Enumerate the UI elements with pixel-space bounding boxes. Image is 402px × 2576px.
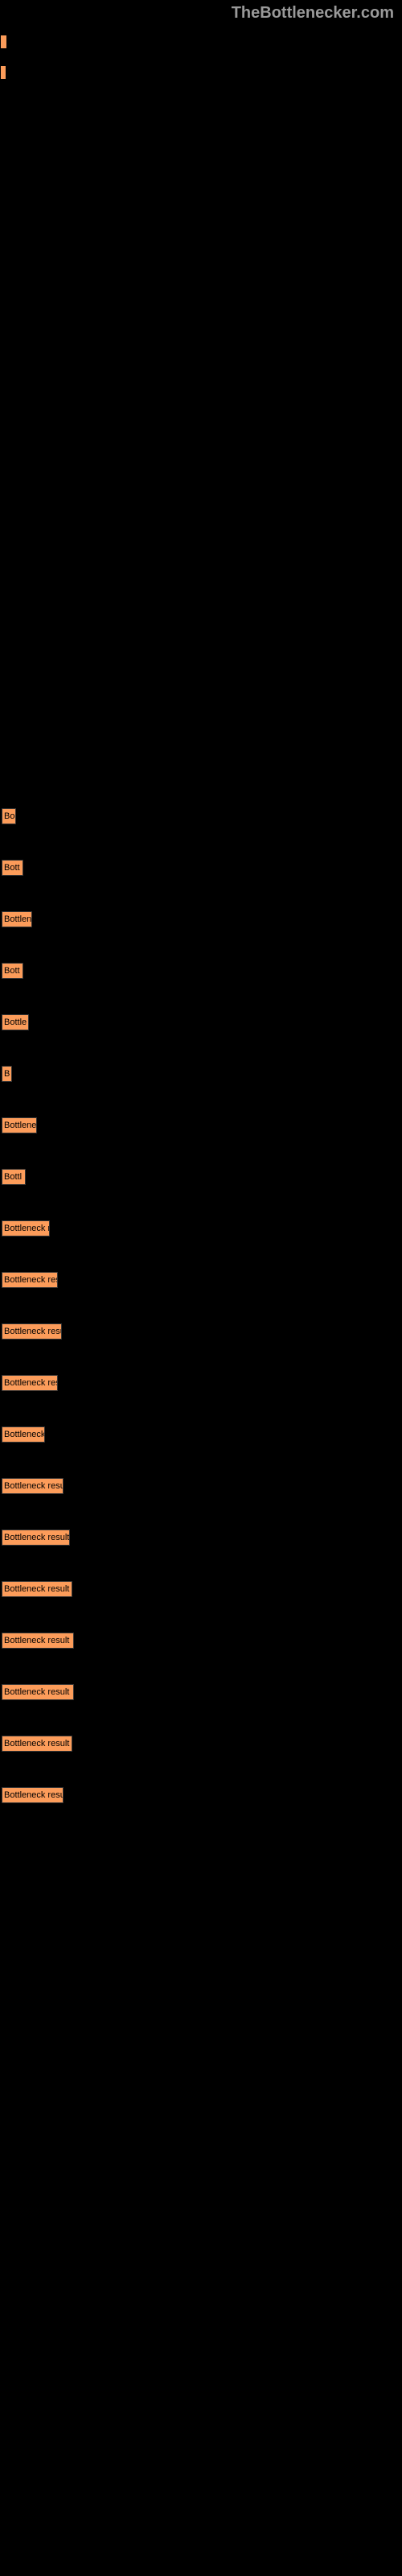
result-bar: Bottleneck resu <box>2 1787 64 1803</box>
result-bar-container: Bottleneck result <box>2 1581 402 1597</box>
result-bar-container: Bottleneck resu <box>2 1787 402 1803</box>
result-bar: Bottleneck <box>2 1426 45 1443</box>
result-bar: Bottleneck res <box>2 1272 58 1288</box>
results-section: Bo Bott Bottlen Bott Bottle B Bottlene Bottl Bot… <box>0 808 402 1803</box>
result-bar: Bottleneck r <box>2 1220 50 1236</box>
result-bar: Bottleneck result <box>2 1581 72 1597</box>
result-bar: Bottleneck resu <box>2 1478 64 1494</box>
result-bar: Bottleneck result <box>2 1633 74 1649</box>
result-bar-container: Bo <box>2 808 402 824</box>
result-bar-container: Bott <box>2 860 402 876</box>
result-bar: Bottle <box>2 1014 29 1030</box>
result-bar-container: Bottleneck result <box>2 1736 402 1752</box>
top-bar-2 <box>0 65 6 80</box>
result-bar: B <box>2 1066 12 1082</box>
result-bar-container: Bottleneck result <box>2 1684 402 1700</box>
result-bar: Bottleneck result <box>2 1530 70 1546</box>
result-bar: Bott <box>2 963 23 979</box>
result-bar: Bottlene <box>2 1117 37 1133</box>
result-bar-container: Bottlen <box>2 911 402 927</box>
result-bar-container: Bottleneck <box>2 1426 402 1443</box>
result-bar-container: Bott <box>2 963 402 979</box>
result-bar-container: B <box>2 1066 402 1082</box>
result-bar-container: Bottleneck r <box>2 1220 402 1236</box>
result-bar: Bottleneck resu <box>2 1323 62 1340</box>
result-bar-container: Bottleneck res <box>2 1272 402 1288</box>
top-bar-1 <box>0 35 7 49</box>
result-bar: Bottl <box>2 1169 26 1185</box>
result-bar-container: Bottle <box>2 1014 402 1030</box>
result-bar-container: Bottleneck res <box>2 1375 402 1391</box>
result-bar: Bottleneck res <box>2 1375 58 1391</box>
result-bar: Bottleneck result <box>2 1736 72 1752</box>
result-bar: Bottlen <box>2 911 32 927</box>
spacer <box>0 100 402 808</box>
result-bar: Bott <box>2 860 23 876</box>
result-bar: Bottleneck result <box>2 1684 74 1700</box>
result-bar-container: Bottlene <box>2 1117 402 1133</box>
result-bar: Bo <box>2 808 16 824</box>
result-bar-container: Bottleneck resu <box>2 1478 402 1494</box>
result-bar-container: Bottleneck result <box>2 1633 402 1649</box>
top-bars-section <box>0 35 402 80</box>
result-bar-container: Bottl <box>2 1169 402 1185</box>
result-bar-container: Bottleneck result <box>2 1530 402 1546</box>
result-bar-container: Bottleneck resu <box>2 1323 402 1340</box>
site-logo: TheBottlenecker.com <box>0 4 402 23</box>
